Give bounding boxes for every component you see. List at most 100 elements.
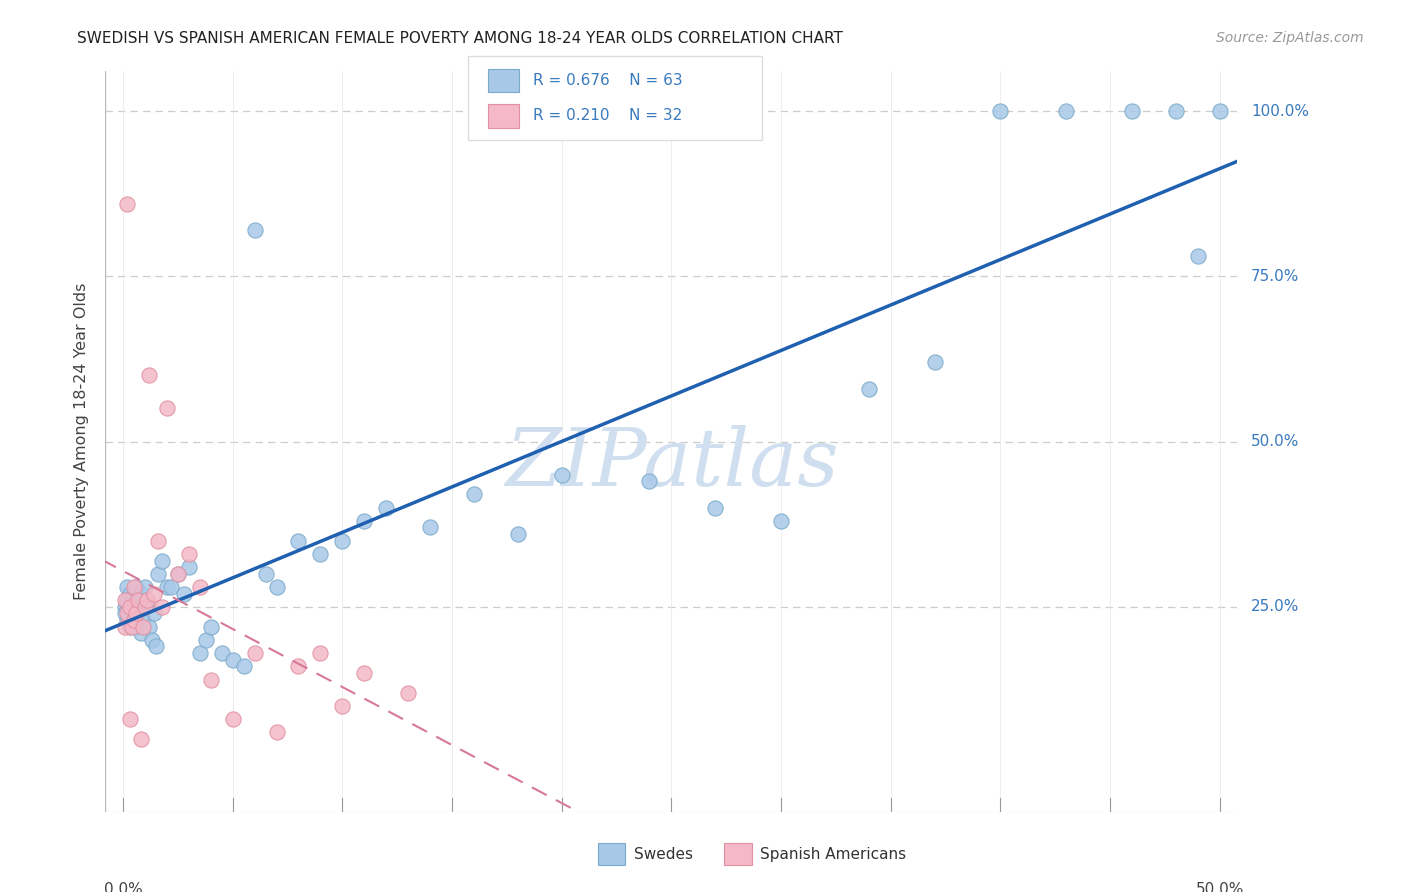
Point [118,712,141,726]
Point [287,659,309,673]
Point [396,686,419,700]
Text: 0.0%: 0.0% [104,882,142,892]
Point [114,593,136,607]
Point [146,566,169,581]
Text: Swedes: Swedes [634,847,693,862]
Point [129,626,152,640]
Point [117,607,139,621]
Point [188,580,211,594]
Point [266,725,288,739]
Point [266,580,288,594]
Point [353,514,375,528]
Point [152,599,174,614]
Point [211,646,233,660]
Point [145,640,167,654]
Point [122,599,145,614]
Point [132,620,155,634]
Point [118,599,141,614]
Point [309,646,332,660]
Point [127,607,149,621]
Point [121,620,143,634]
Point [152,553,174,567]
Point [353,665,375,680]
Point [1209,103,1232,118]
Point [117,593,139,607]
Point [132,613,155,627]
Point [134,599,156,614]
Point [125,580,148,594]
Point [287,533,309,548]
Point [188,646,211,660]
Point [200,673,222,687]
Point [770,514,793,528]
Point [125,607,148,621]
Point [122,586,145,600]
Point [134,580,156,594]
Point [122,613,145,627]
Text: Spanish Americans: Spanish Americans [761,847,907,862]
Text: SWEDISH VS SPANISH AMERICAN FEMALE POVERTY AMONG 18-24 YEAR OLDS CORRELATION CHA: SWEDISH VS SPANISH AMERICAN FEMALE POVER… [77,31,844,46]
Point [1164,103,1187,118]
Point [127,593,149,607]
Point [243,646,266,660]
Point [990,103,1012,118]
Point [221,653,243,667]
Point [114,599,136,614]
Text: Source: ZipAtlas.com: Source: ZipAtlas.com [1216,31,1364,45]
Text: R = 0.210    N = 32: R = 0.210 N = 32 [533,109,682,123]
Point [221,712,243,726]
Point [200,620,222,634]
Point [122,580,145,594]
Point [506,527,529,541]
Point [117,613,139,627]
Point [166,566,188,581]
Point [146,533,169,548]
Point [177,547,200,561]
Point [1121,103,1143,118]
Point [118,586,141,600]
Point [121,593,143,607]
Point [142,607,165,621]
Point [129,586,152,600]
Text: 50.0%: 50.0% [1195,882,1244,892]
Point [138,620,160,634]
Point [118,599,141,614]
Point [195,632,218,647]
Point [858,382,880,396]
Point [118,620,141,634]
Y-axis label: Female Poverty Among 18-24 Year Olds: Female Poverty Among 18-24 Year Olds [75,283,90,600]
Text: R = 0.676    N = 63: R = 0.676 N = 63 [533,73,682,87]
Point [330,533,353,548]
Point [243,223,266,237]
Point [121,607,143,621]
Point [177,560,200,574]
Text: 50.0%: 50.0% [1251,434,1299,449]
Point [160,580,183,594]
Point [463,487,485,501]
Point [375,500,398,515]
Point [114,620,136,634]
Point [166,566,188,581]
Point [704,500,727,515]
Point [156,580,179,594]
Point [138,368,160,383]
Point [122,613,145,627]
Point [125,620,148,634]
Point [638,474,661,488]
Point [924,355,946,369]
Point [254,566,277,581]
Point [117,196,139,211]
Text: 75.0%: 75.0% [1251,268,1299,284]
Text: ZIPatlas: ZIPatlas [505,425,838,502]
Point [136,593,159,607]
Point [129,731,152,746]
Point [136,593,159,607]
Point [134,599,156,614]
Text: 100.0%: 100.0% [1251,103,1309,119]
Point [550,467,572,482]
Text: 25.0%: 25.0% [1251,599,1299,615]
Point [127,593,149,607]
Point [1054,103,1077,118]
Point [330,698,353,713]
Point [1187,250,1209,264]
